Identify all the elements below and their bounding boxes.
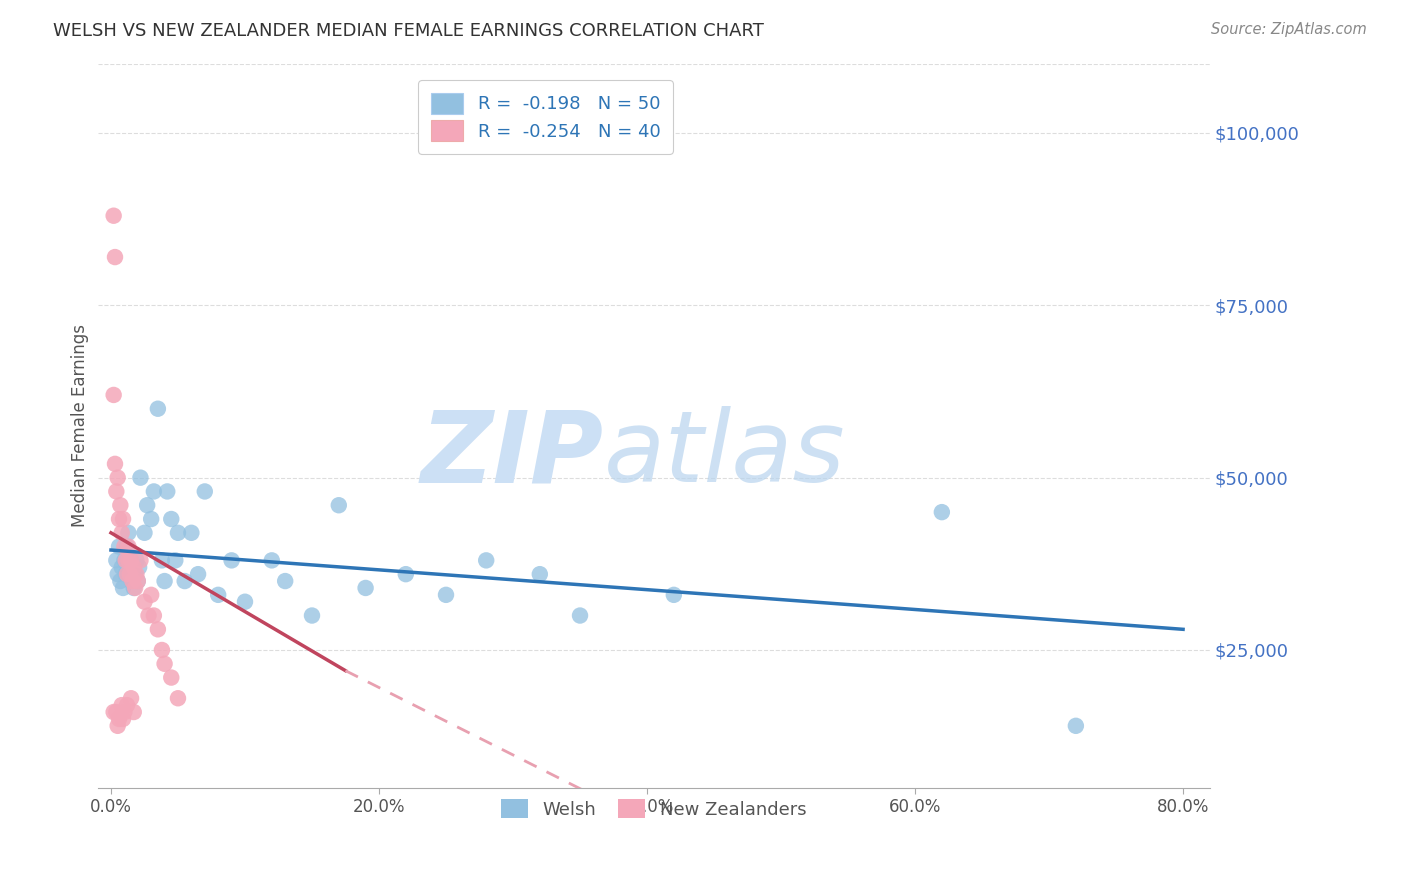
Point bbox=[167, 525, 190, 540]
Point bbox=[141, 512, 163, 526]
Point bbox=[167, 691, 190, 706]
Point bbox=[112, 553, 135, 567]
Text: Source: ZipAtlas.com: Source: ZipAtlas.com bbox=[1211, 22, 1367, 37]
Point bbox=[111, 525, 134, 540]
Point bbox=[475, 553, 498, 567]
Point bbox=[434, 588, 457, 602]
Point bbox=[274, 574, 297, 588]
Point bbox=[301, 608, 323, 623]
Point bbox=[120, 691, 142, 706]
Point bbox=[114, 553, 136, 567]
Point bbox=[153, 657, 176, 671]
Legend: Welsh, New Zealanders: Welsh, New Zealanders bbox=[494, 792, 814, 826]
Point bbox=[104, 250, 127, 264]
Point bbox=[112, 581, 135, 595]
Point bbox=[122, 705, 145, 719]
Point bbox=[111, 698, 134, 713]
Point bbox=[117, 525, 139, 540]
Text: ZIP: ZIP bbox=[420, 407, 603, 503]
Point bbox=[103, 705, 125, 719]
Point bbox=[107, 470, 129, 484]
Point bbox=[118, 567, 141, 582]
Point bbox=[122, 581, 145, 595]
Point bbox=[134, 525, 156, 540]
Point bbox=[103, 209, 125, 223]
Point bbox=[124, 567, 146, 582]
Point bbox=[1064, 719, 1087, 733]
Point bbox=[156, 484, 179, 499]
Point bbox=[125, 553, 148, 567]
Point bbox=[165, 553, 187, 567]
Point bbox=[142, 608, 165, 623]
Point bbox=[136, 498, 159, 512]
Point bbox=[207, 588, 229, 602]
Point bbox=[138, 608, 160, 623]
Point bbox=[107, 719, 129, 733]
Point bbox=[354, 581, 377, 595]
Point bbox=[112, 705, 135, 719]
Point bbox=[120, 553, 142, 567]
Point bbox=[122, 560, 145, 574]
Point bbox=[173, 574, 195, 588]
Point bbox=[120, 553, 142, 567]
Point bbox=[115, 540, 138, 554]
Point bbox=[194, 484, 217, 499]
Point bbox=[108, 512, 131, 526]
Point bbox=[128, 560, 150, 574]
Point bbox=[569, 608, 592, 623]
Point bbox=[662, 588, 685, 602]
Point bbox=[529, 567, 551, 582]
Point bbox=[103, 388, 125, 402]
Point bbox=[121, 574, 143, 588]
Point bbox=[125, 567, 148, 582]
Point bbox=[105, 484, 128, 499]
Point bbox=[112, 512, 135, 526]
Point bbox=[141, 588, 163, 602]
Text: atlas: atlas bbox=[603, 407, 845, 503]
Point bbox=[117, 540, 139, 554]
Point bbox=[142, 484, 165, 499]
Point bbox=[121, 574, 143, 588]
Point bbox=[110, 498, 132, 512]
Point bbox=[150, 643, 173, 657]
Point bbox=[187, 567, 209, 582]
Point bbox=[129, 553, 152, 567]
Point bbox=[233, 595, 256, 609]
Point bbox=[134, 595, 156, 609]
Point bbox=[150, 553, 173, 567]
Point bbox=[115, 698, 138, 713]
Point bbox=[328, 498, 350, 512]
Point bbox=[108, 540, 131, 554]
Point bbox=[146, 623, 169, 637]
Point bbox=[931, 505, 953, 519]
Point bbox=[107, 567, 129, 582]
Point bbox=[127, 574, 149, 588]
Point bbox=[260, 553, 283, 567]
Point bbox=[127, 574, 149, 588]
Point bbox=[153, 574, 176, 588]
Point bbox=[115, 567, 138, 582]
Point bbox=[395, 567, 418, 582]
Point bbox=[146, 401, 169, 416]
Point bbox=[110, 574, 132, 588]
Point bbox=[129, 470, 152, 484]
Point bbox=[180, 525, 202, 540]
Y-axis label: Median Female Earnings: Median Female Earnings bbox=[72, 325, 89, 527]
Point bbox=[105, 553, 128, 567]
Point bbox=[117, 553, 139, 567]
Point bbox=[114, 567, 136, 582]
Text: WELSH VS NEW ZEALANDER MEDIAN FEMALE EARNINGS CORRELATION CHART: WELSH VS NEW ZEALANDER MEDIAN FEMALE EAR… bbox=[53, 22, 765, 40]
Point bbox=[124, 581, 146, 595]
Point bbox=[112, 712, 135, 726]
Point bbox=[221, 553, 243, 567]
Point bbox=[105, 705, 128, 719]
Point bbox=[160, 671, 183, 685]
Point bbox=[108, 712, 131, 726]
Point bbox=[111, 560, 134, 574]
Point bbox=[118, 567, 141, 582]
Point bbox=[112, 540, 135, 554]
Point bbox=[104, 457, 127, 471]
Point bbox=[160, 512, 183, 526]
